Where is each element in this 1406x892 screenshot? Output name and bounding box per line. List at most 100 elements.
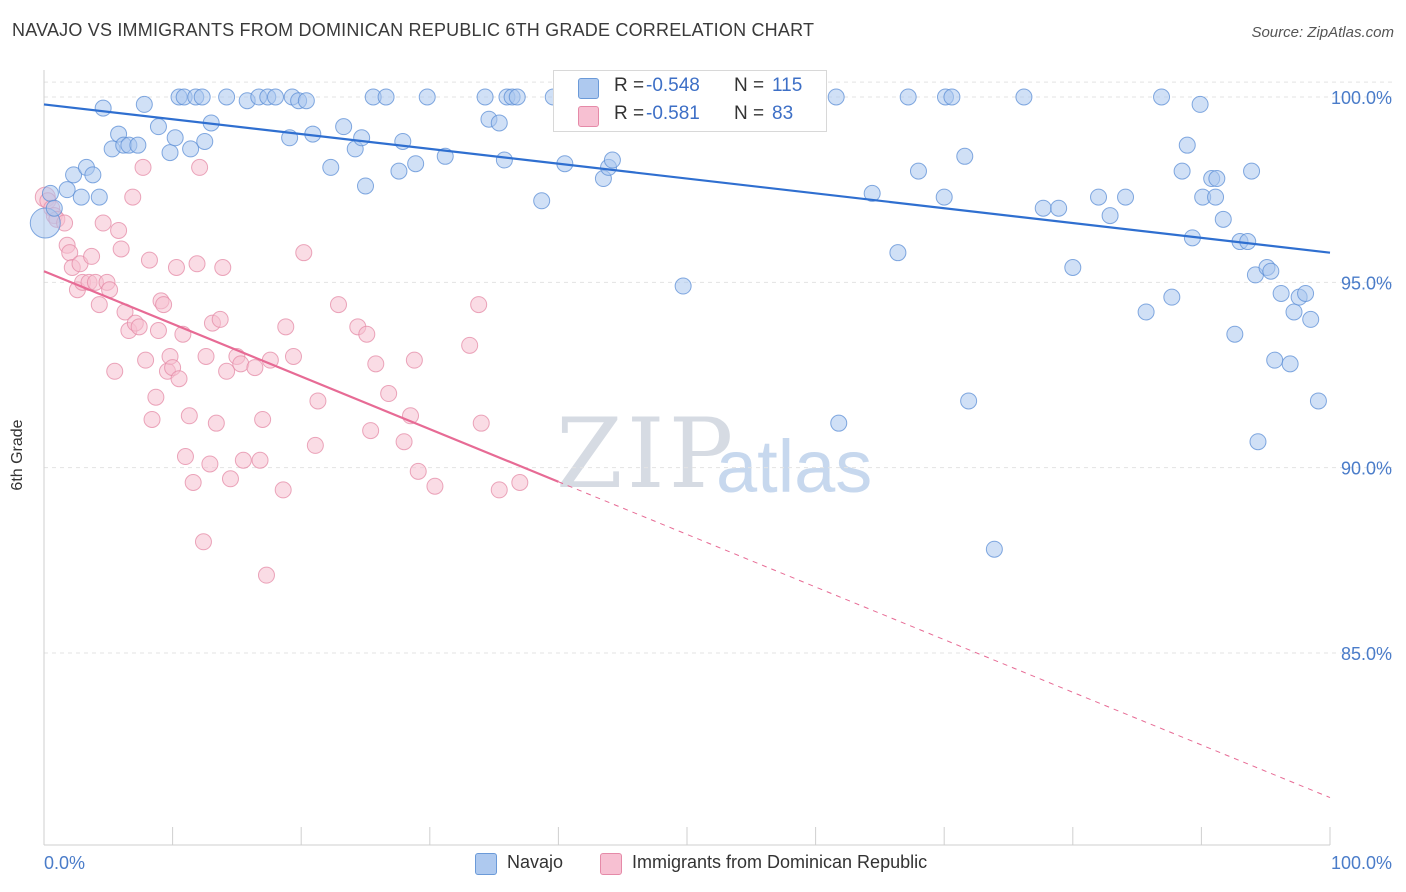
data-point-dominican [90,296,108,314]
legend-n-label: N = [734,75,765,96]
data-point-dominican [140,251,158,269]
data-point-dominican [221,470,239,488]
data-point-navajo [218,88,236,106]
data-point-navajo [1137,303,1155,321]
data-point-dominican [395,433,413,451]
data-point-navajo [161,144,179,162]
data-point-navajo [899,88,917,106]
data-point-navajo [985,540,1003,558]
data-point-dominican [170,370,188,388]
data-point-navajo [1034,199,1052,217]
bottom-legend-swatch-navajo [475,853,497,875]
data-point-dominican [83,247,101,265]
data-point-dominican [306,436,324,454]
data-point-navajo [1262,262,1280,280]
data-point-dominican [184,473,202,491]
data-point-navajo [418,88,436,106]
data-point-navajo [357,177,374,195]
data-point-navajo [1309,392,1327,410]
data-point-navajo [436,147,454,165]
data-point-dominican [112,240,130,258]
data-point-dominican [358,325,376,343]
data-point-navajo [135,95,153,113]
data-point-navajo [827,88,845,106]
data-point-dominican [155,296,173,314]
data-point-navajo [956,147,974,165]
data-point-dominican [277,318,295,336]
data-point-dominican [124,188,142,206]
data-point-navajo [407,155,425,173]
data-point-dominican [94,214,112,232]
data-point-navajo [94,99,112,117]
y-tick-label: 90.0% [1341,459,1392,479]
data-point-dominican [218,362,236,380]
data-point-navajo [1226,325,1244,343]
trend-line-dominican [43,270,559,483]
trend-lines [43,103,1331,799]
data-point-dominican [194,533,212,551]
data-point-dominican [167,259,185,277]
data-point-navajo [490,114,508,132]
data-point-navajo [322,158,340,176]
data-point-dominican [251,451,269,469]
data-point-navajo [1117,188,1135,206]
data-point-dominican [176,448,194,466]
legend-n-label: N = [734,103,765,124]
data-point-navajo [84,166,102,184]
data-point-navajo [508,88,526,106]
data-point-navajo [603,151,621,169]
data-point-navajo [935,188,953,206]
data-point-navajo [1207,188,1225,206]
data-point-dominican [257,566,275,584]
data-point-navajo [266,88,284,106]
bottom-legend-dominican: Immigrants from Dominican Republic [632,852,928,872]
data-point-navajo [1214,210,1232,228]
data-point-navajo [1050,199,1068,217]
data-point-dominican [234,451,252,469]
data-point-navajo [1266,351,1284,369]
watermark-zip: ZIP [556,398,738,510]
legend-n-value-dominican: 83 [772,103,794,124]
data-point-navajo [1015,88,1033,106]
trend-line-dominican-extrapolated [558,481,1331,799]
data-point-navajo [1297,284,1315,302]
data-point-dominican [284,347,302,365]
data-point-navajo [533,192,551,210]
data-point-navajo [1281,355,1299,373]
data-point-dominican [214,259,232,277]
data-point-dominican [274,481,292,499]
data-point-dominican [426,477,444,495]
data-point-navajo [830,414,848,432]
watermark-atlas: atlas [716,425,873,508]
data-point-navajo [1153,88,1171,106]
data-point-navajo [193,88,211,106]
data-point-navajo [1208,170,1226,188]
data-point-dominican [309,392,327,410]
data-point-dominican [211,310,229,328]
data-point-dominican [405,351,423,369]
data-point-navajo [1178,136,1196,154]
source-label: Source: ZipAtlas.com [1251,24,1394,41]
data-point-dominican [110,221,128,239]
data-point-dominican [106,362,124,380]
y-tick-label: 85.0% [1341,644,1392,664]
data-point-navajo [863,184,881,202]
data-point-navajo [1302,310,1320,328]
data-point-navajo [1163,288,1181,306]
data-point-navajo [65,166,83,184]
data-point-dominican [134,158,152,176]
data-point-navajo [1173,162,1191,180]
data-point-navajo [1090,188,1108,206]
y-tick-label: 95.0% [1341,273,1392,293]
data-point-dominican [147,388,165,406]
data-point-navajo [45,199,63,217]
data-point-navajo [297,92,315,110]
data-point-navajo [960,392,978,410]
data-point-navajo [166,129,184,147]
data-point-dominican [511,473,529,491]
y-tick-label: 100.0% [1331,88,1392,108]
data-point-navajo [58,181,76,199]
data-point-navajo [1101,207,1119,225]
x-tick-label: 0.0% [44,853,85,873]
data-point-dominican [461,336,479,354]
